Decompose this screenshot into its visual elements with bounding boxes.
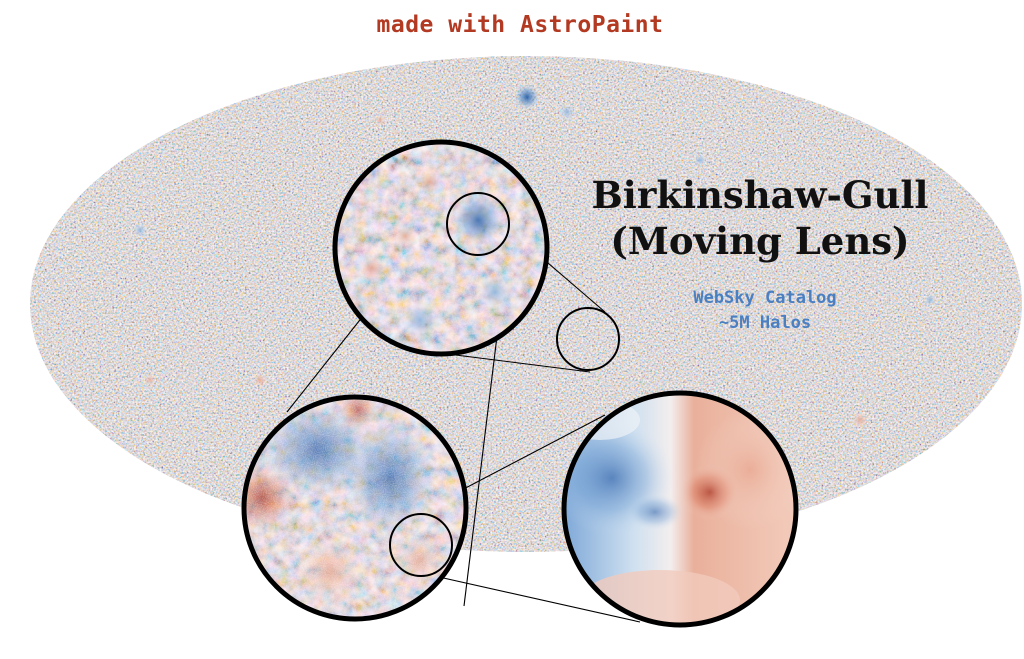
zoom-target-ring-sky xyxy=(556,307,620,371)
zoom-circle-medium xyxy=(332,139,550,357)
catalog-subtitle: WebSky Catalog ~5M Halos xyxy=(590,286,940,336)
figure-title-line-1: Birkinshaw-Gull xyxy=(591,173,929,217)
made-with-credit: made with AstroPaint xyxy=(376,12,664,38)
zoom-circle-close xyxy=(241,394,469,622)
catalog-subtitle-line-1: WebSky Catalog xyxy=(693,288,837,308)
catalog-subtitle-line-2: ~5M Halos xyxy=(718,313,812,333)
zoom-target-ring-close xyxy=(389,513,453,577)
figure-title-line-2: (Moving Lens) xyxy=(610,219,910,263)
figure-title: Birkinshaw-Gull (Moving Lens) xyxy=(560,172,960,264)
zoom-target-ring-medium xyxy=(446,192,510,256)
